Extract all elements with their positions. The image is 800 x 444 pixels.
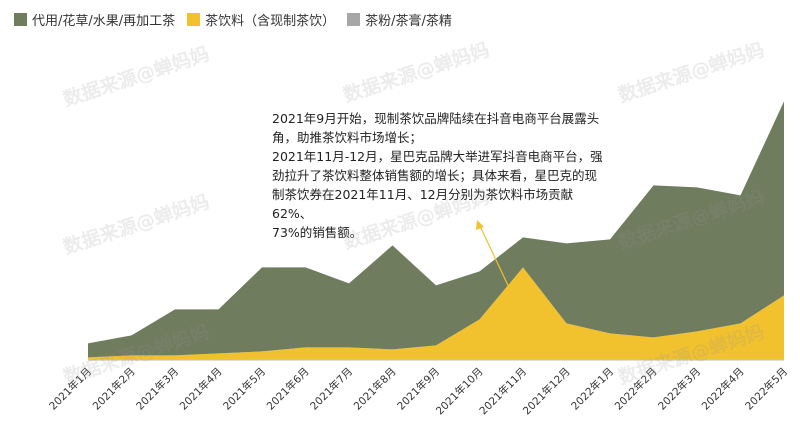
x-tick-label: 2021年9月 (394, 365, 442, 413)
annotation-line: 角，助推茶饮料市场增长； (272, 130, 423, 145)
x-tick-label: 2021年8月 (351, 365, 399, 413)
area-series-1 (88, 267, 784, 360)
annotation-arrow-head (476, 220, 484, 230)
annotation-line: 劲拉升了茶饮料整体销售额的增长；具体来看，星巴克的现 (272, 168, 598, 183)
area-series-2 (88, 101, 784, 358)
x-tick-label: 2021年4月 (177, 365, 225, 413)
x-tick-label: 2022年3月 (655, 365, 703, 413)
x-tick-label: 2022年1月 (568, 365, 616, 413)
annotation-line: 2021年11月-12月，星巴克品牌大举进军抖音电商平台，强 (272, 149, 603, 164)
x-tick-label: 2021年3月 (133, 365, 181, 413)
x-tick-label: 2021年12月 (520, 365, 572, 417)
x-tick-label: 2021年6月 (264, 365, 312, 413)
legend-label-tea-drink: 茶饮料（含现制茶饮） (205, 14, 336, 29)
legend-item-tea-drink: 茶饮料（含现制茶饮） (187, 10, 335, 29)
annotation-text: 2021年9月开始，现制茶饮品牌陆续在抖音电商平台展露头 角，助推茶饮料市场增长… (272, 109, 612, 242)
x-tick-label: 2021年2月 (90, 365, 138, 413)
x-tick-label: 2022年2月 (612, 365, 660, 413)
annotation-line: 制茶饮券在2021年11月、12月分别为茶饮料市场贡献62%、 (272, 187, 574, 221)
legend-swatch-tea-drink (187, 13, 201, 26)
legend-swatch-tea-powder (347, 13, 361, 26)
legend-item-tea-powder: 茶粉/茶膏/茶精 (347, 10, 452, 29)
x-tick-label: 2021年5月 (220, 365, 268, 413)
x-tick-label: 2022年5月 (742, 365, 790, 413)
x-tick-label: 2021年7月 (307, 365, 355, 413)
legend: 代用/花草/水果/再加工茶 茶饮料（含现制茶饮） 茶粉/茶膏/茶精 (14, 10, 464, 29)
legend-label-tea-powder: 茶粉/茶膏/茶精 (365, 14, 452, 29)
legend-label-herbal: 代用/花草/水果/再加工茶 (32, 14, 176, 29)
x-axis-ticks: 2021年1月2021年2月2021年3月2021年4月2021年5月2021年… (46, 365, 790, 417)
legend-item-herbal: 代用/花草/水果/再加工茶 (14, 10, 175, 29)
x-tick-label: 2022年4月 (699, 365, 747, 413)
legend-swatch-herbal (14, 13, 27, 26)
annotation-line: 2021年9月开始，现制茶饮品牌陆续在抖音电商平台展露头 (272, 111, 600, 126)
annotation-line: 73%的销售额。 (272, 225, 363, 240)
annotation-arrow (479, 225, 514, 297)
x-tick-label: 2021年1月 (46, 365, 94, 413)
